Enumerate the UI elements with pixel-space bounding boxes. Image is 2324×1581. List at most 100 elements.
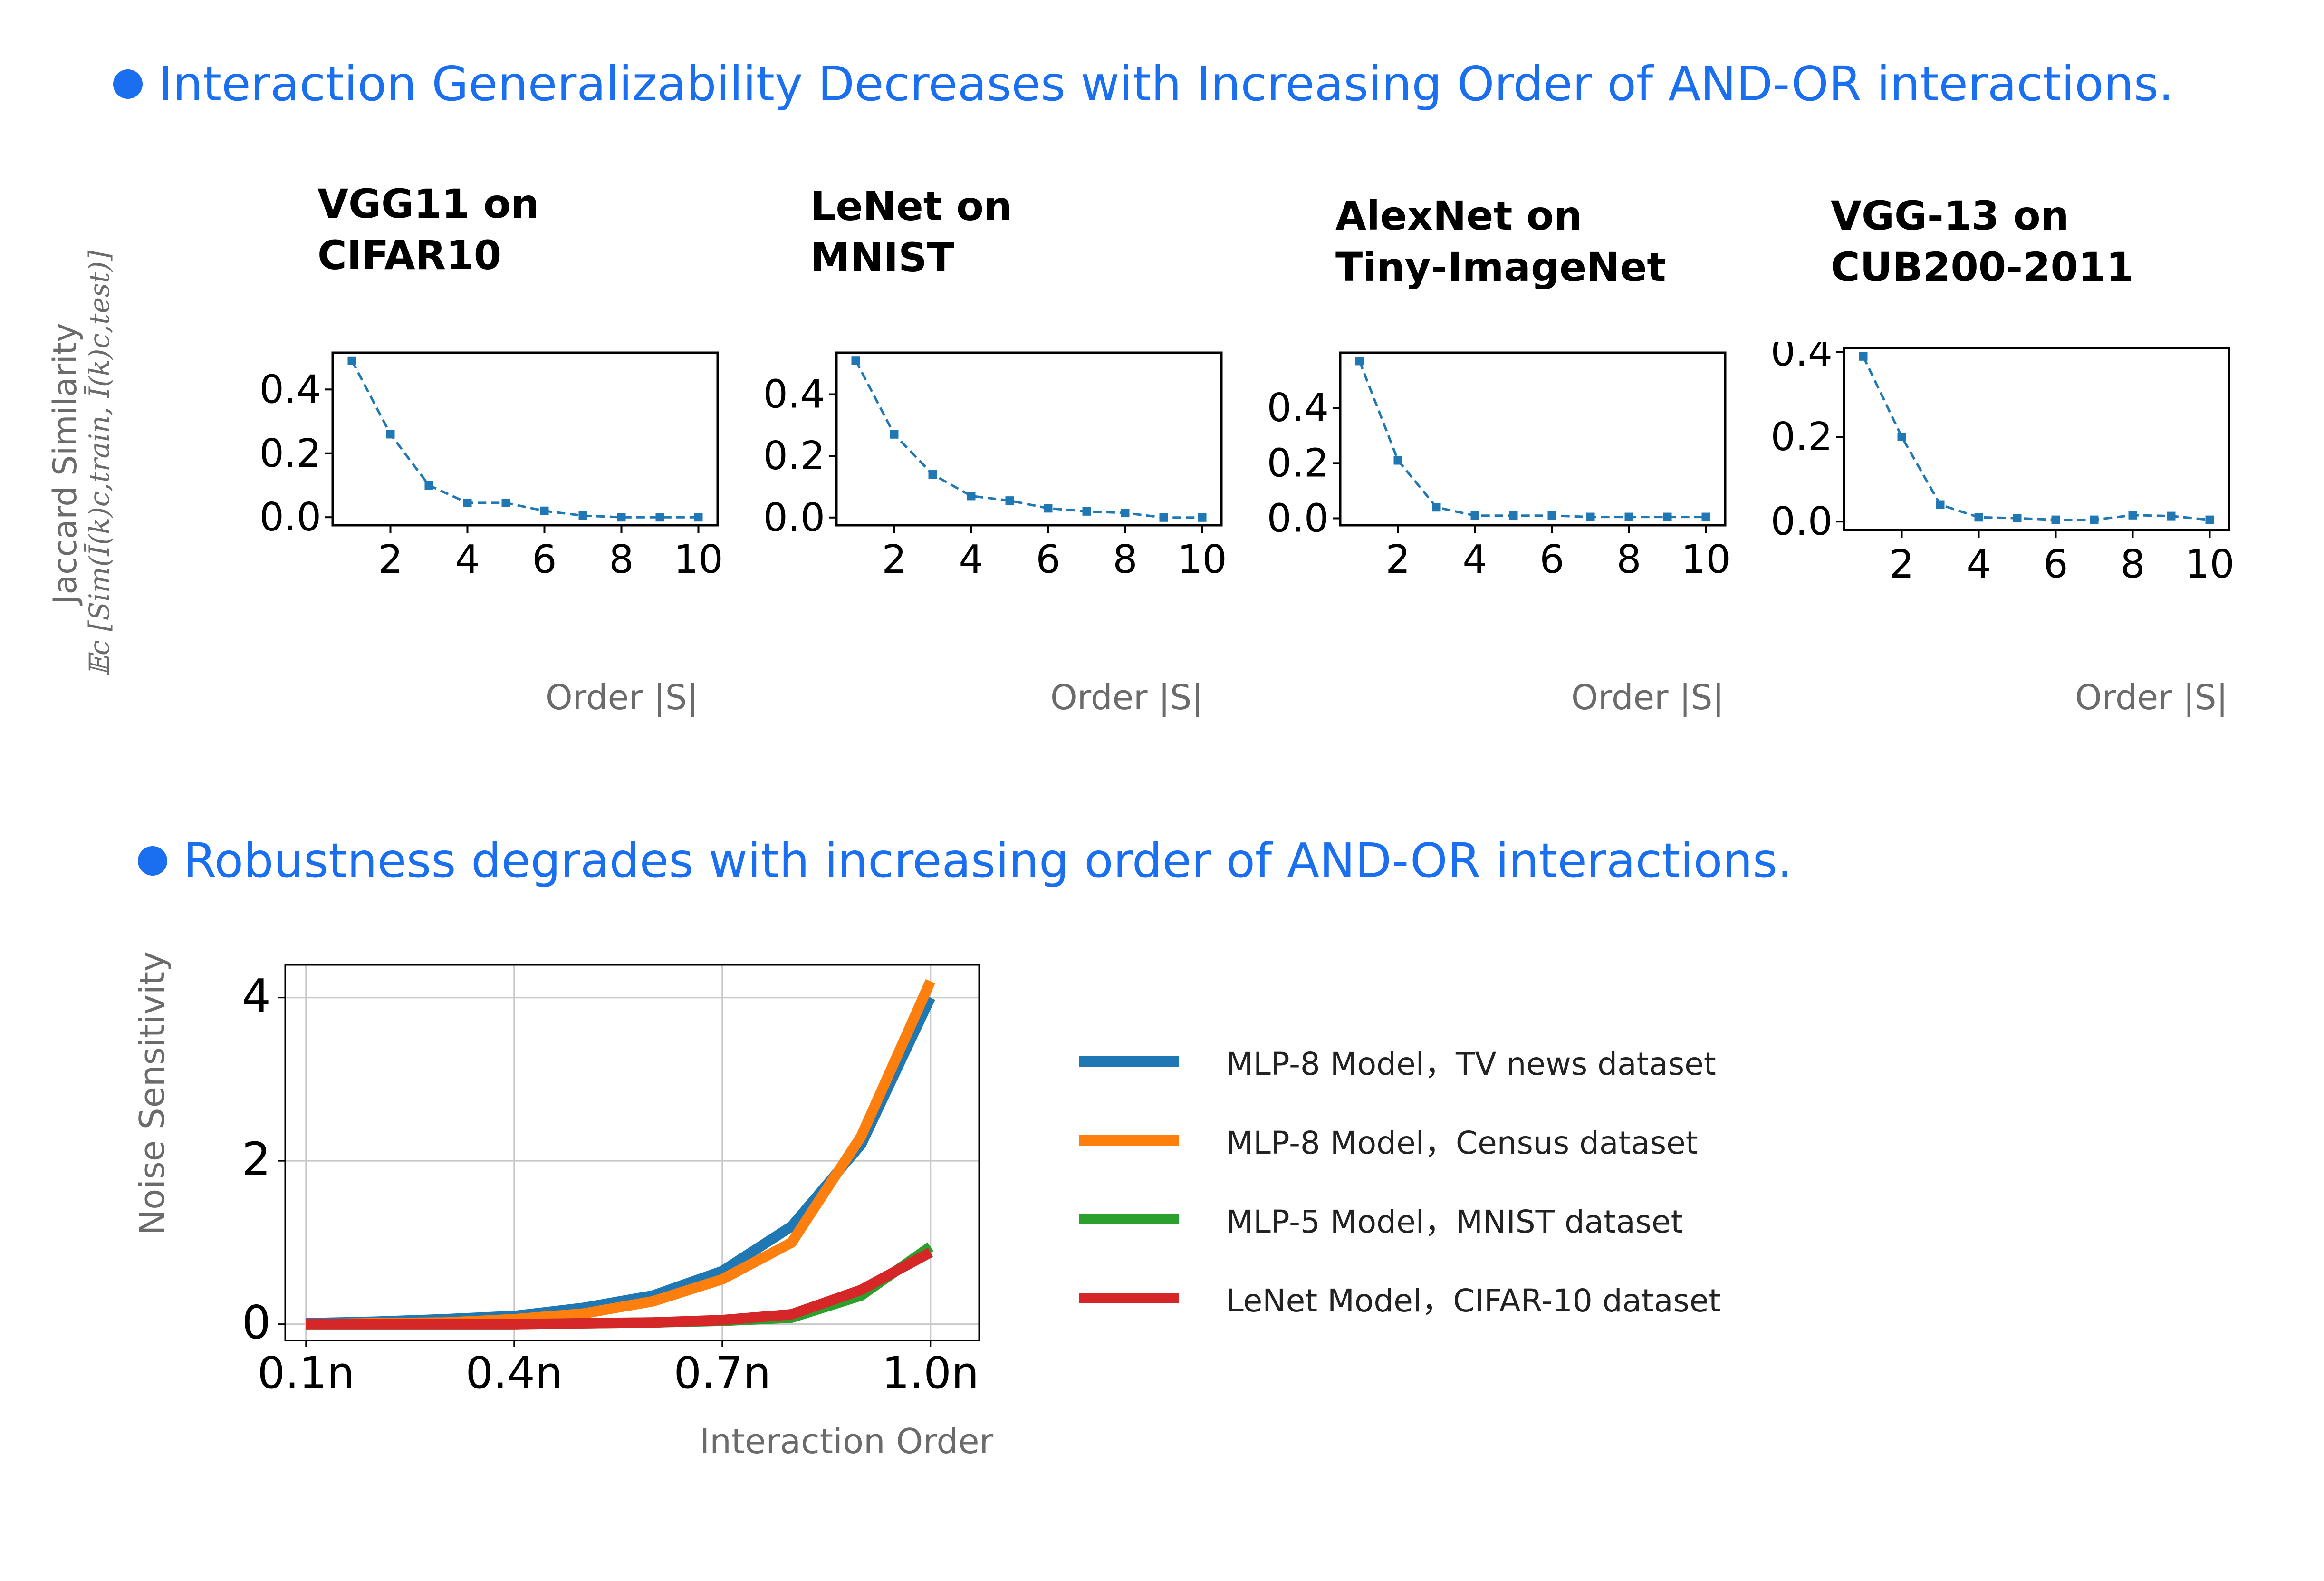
xlabel-order-3: Order |S| xyxy=(1571,677,1724,717)
y-tick-label: 0.4 xyxy=(763,372,825,417)
chart-noise-sensitivity: 0 2 4 0.1n 0.4n 0.7n 1.0n xyxy=(242,964,980,1398)
x-tick-label: 6 xyxy=(1036,537,1060,582)
section-heading-robustness: Robustness degrades with increasing orde… xyxy=(138,833,1793,888)
y-tick-label: 0.0 xyxy=(1267,496,1329,541)
series-line xyxy=(351,360,699,519)
data-point xyxy=(1005,496,1014,505)
chart-alexnet-tinyimagenet: 0.0 0.2 0.4 2 4 6 8 10 xyxy=(1267,351,1731,582)
data-point xyxy=(1624,512,1633,521)
legend-label: LeNet Model，CIFAR-10 dataset xyxy=(1226,1282,1721,1319)
data-point xyxy=(1159,513,1168,522)
data-point xyxy=(1936,500,1945,509)
xlabel-order-2: Order |S| xyxy=(1050,677,1203,717)
y-tick-label: 0.2 xyxy=(1267,441,1329,486)
data-point xyxy=(578,511,587,520)
data-point xyxy=(967,492,976,501)
y-tick-label: 2 xyxy=(242,1133,271,1186)
x-tick-label: 10 xyxy=(2185,542,2234,587)
data-point xyxy=(1355,357,1364,366)
data-point xyxy=(540,506,549,515)
x-tick-label: 10 xyxy=(1177,537,1227,582)
plot-frame xyxy=(1339,351,1727,527)
data-point xyxy=(1121,509,1130,518)
bullet-icon xyxy=(113,69,143,99)
x-tick-label: 2 xyxy=(1385,537,1410,582)
legend-item-tv-news: MLP-8 Model，TV news dataset xyxy=(1079,1022,1721,1101)
data-point xyxy=(1897,433,1906,442)
x-tick-label: 2 xyxy=(882,537,906,582)
x-tick-label: 8 xyxy=(609,537,634,582)
data-point xyxy=(1044,504,1053,513)
legend-item-cifar: LeNet Model，CIFAR-10 dataset xyxy=(1079,1259,1721,1338)
chart-title-alexnet: AlexNet on Tiny-ImageNet xyxy=(1335,193,1666,290)
data-point xyxy=(1082,507,1091,516)
chart-title-vgg13: VGG-13 on CUB200-2011 xyxy=(1831,193,2134,290)
data-point xyxy=(694,513,703,522)
data-point xyxy=(386,430,395,439)
chart-lenet-mnist: 0.0 0.2 0.4 2 4 6 8 10 xyxy=(763,351,1227,582)
series-line xyxy=(1862,356,2210,521)
data-point xyxy=(1974,513,1983,522)
data-point xyxy=(617,513,626,522)
xlabel-order-1: Order |S| xyxy=(546,677,699,717)
y-tick-label: 0.2 xyxy=(763,434,825,479)
data-point xyxy=(2090,515,2099,524)
chart-title-lenet: LeNet on MNIST xyxy=(810,183,1012,281)
x-tick-label: 4 xyxy=(1966,542,1991,587)
legend-swatch xyxy=(1079,1056,1179,1067)
y-tick-label: 0 xyxy=(242,1296,271,1350)
x-tick-label: 6 xyxy=(532,537,557,582)
x-tick-label: 2 xyxy=(1889,542,1914,587)
x-tick-label: 8 xyxy=(1616,537,1641,582)
top-ylabel: Jaccard Similarity 𝔼c [Sim(Ī(k)c,train, … xyxy=(47,250,115,677)
y-tick-label: 0.0 xyxy=(259,495,321,540)
section-heading-generalizability: Interaction Generalizability Decreases w… xyxy=(113,56,2174,112)
x-tick-label: 10 xyxy=(673,537,723,582)
legend-item-census: MLP-8 Model，Census dataset xyxy=(1079,1101,1721,1180)
data-point xyxy=(1198,513,1207,522)
y-tick-label: 0.0 xyxy=(1771,499,1833,544)
data-point xyxy=(1509,511,1518,520)
data-point xyxy=(1393,456,1402,465)
y-tick-label: 0.2 xyxy=(259,431,321,476)
y-tick-label: 0.4 xyxy=(1771,342,1833,375)
legend-label: MLP-8 Model，Census dataset xyxy=(1226,1125,1698,1161)
x-tick-label: 6 xyxy=(2043,542,2068,587)
x-tick-label: 1.0n xyxy=(882,1348,979,1398)
x-tick-label: 6 xyxy=(1539,537,1564,582)
y-tick-label: 4 xyxy=(242,970,271,1023)
y-tick-label: 0.0 xyxy=(763,495,825,540)
heading-text: Interaction Generalizability Decreases w… xyxy=(159,56,2174,112)
legend-label: MLP-5 Model，MNIST dataset xyxy=(1226,1204,1683,1240)
chart-vgg11-cifar10: 0.0 0.2 0.4 2 4 6 8 10 xyxy=(259,351,723,582)
plot-frame xyxy=(1843,347,2230,531)
data-point xyxy=(2205,515,2214,524)
data-point xyxy=(1701,512,1710,521)
legend-swatch xyxy=(1079,1135,1179,1146)
data-point xyxy=(890,430,899,439)
legend: MLP-8 Model，TV news dataset MLP-8 Model，… xyxy=(1079,1022,1721,1338)
y-tick-label: 0.2 xyxy=(1771,415,1833,460)
plot-frame xyxy=(331,351,719,527)
data-point xyxy=(501,498,510,507)
x-tick-label: 8 xyxy=(1113,537,1137,582)
plot-frame xyxy=(835,351,1223,527)
data-point xyxy=(655,513,664,522)
data-point xyxy=(1859,352,1868,361)
data-point xyxy=(1586,512,1595,521)
bottom-xlabel: Interaction Order xyxy=(700,1421,994,1461)
chart-title-vgg11: VGG11 on CIFAR10 xyxy=(317,181,539,279)
data-point xyxy=(347,356,356,365)
series-line xyxy=(855,360,1202,519)
data-point xyxy=(1470,511,1479,520)
data-point xyxy=(424,481,433,490)
x-tick-label: 0.1n xyxy=(257,1348,355,1398)
bottom-ylabel: Noise Sensitivity xyxy=(132,951,172,1235)
chart-vgg13-cub200: 0.0 0.2 0.4 2 4 6 8 10 xyxy=(1771,342,2235,587)
plot-frame xyxy=(284,964,980,1341)
x-tick-label: 4 xyxy=(959,537,983,582)
y-tick-label: 0.4 xyxy=(259,367,321,412)
legend-item-mnist: MLP-5 Model，MNIST dataset xyxy=(1079,1180,1721,1259)
bullet-icon xyxy=(138,846,167,876)
data-point xyxy=(2128,511,2137,520)
